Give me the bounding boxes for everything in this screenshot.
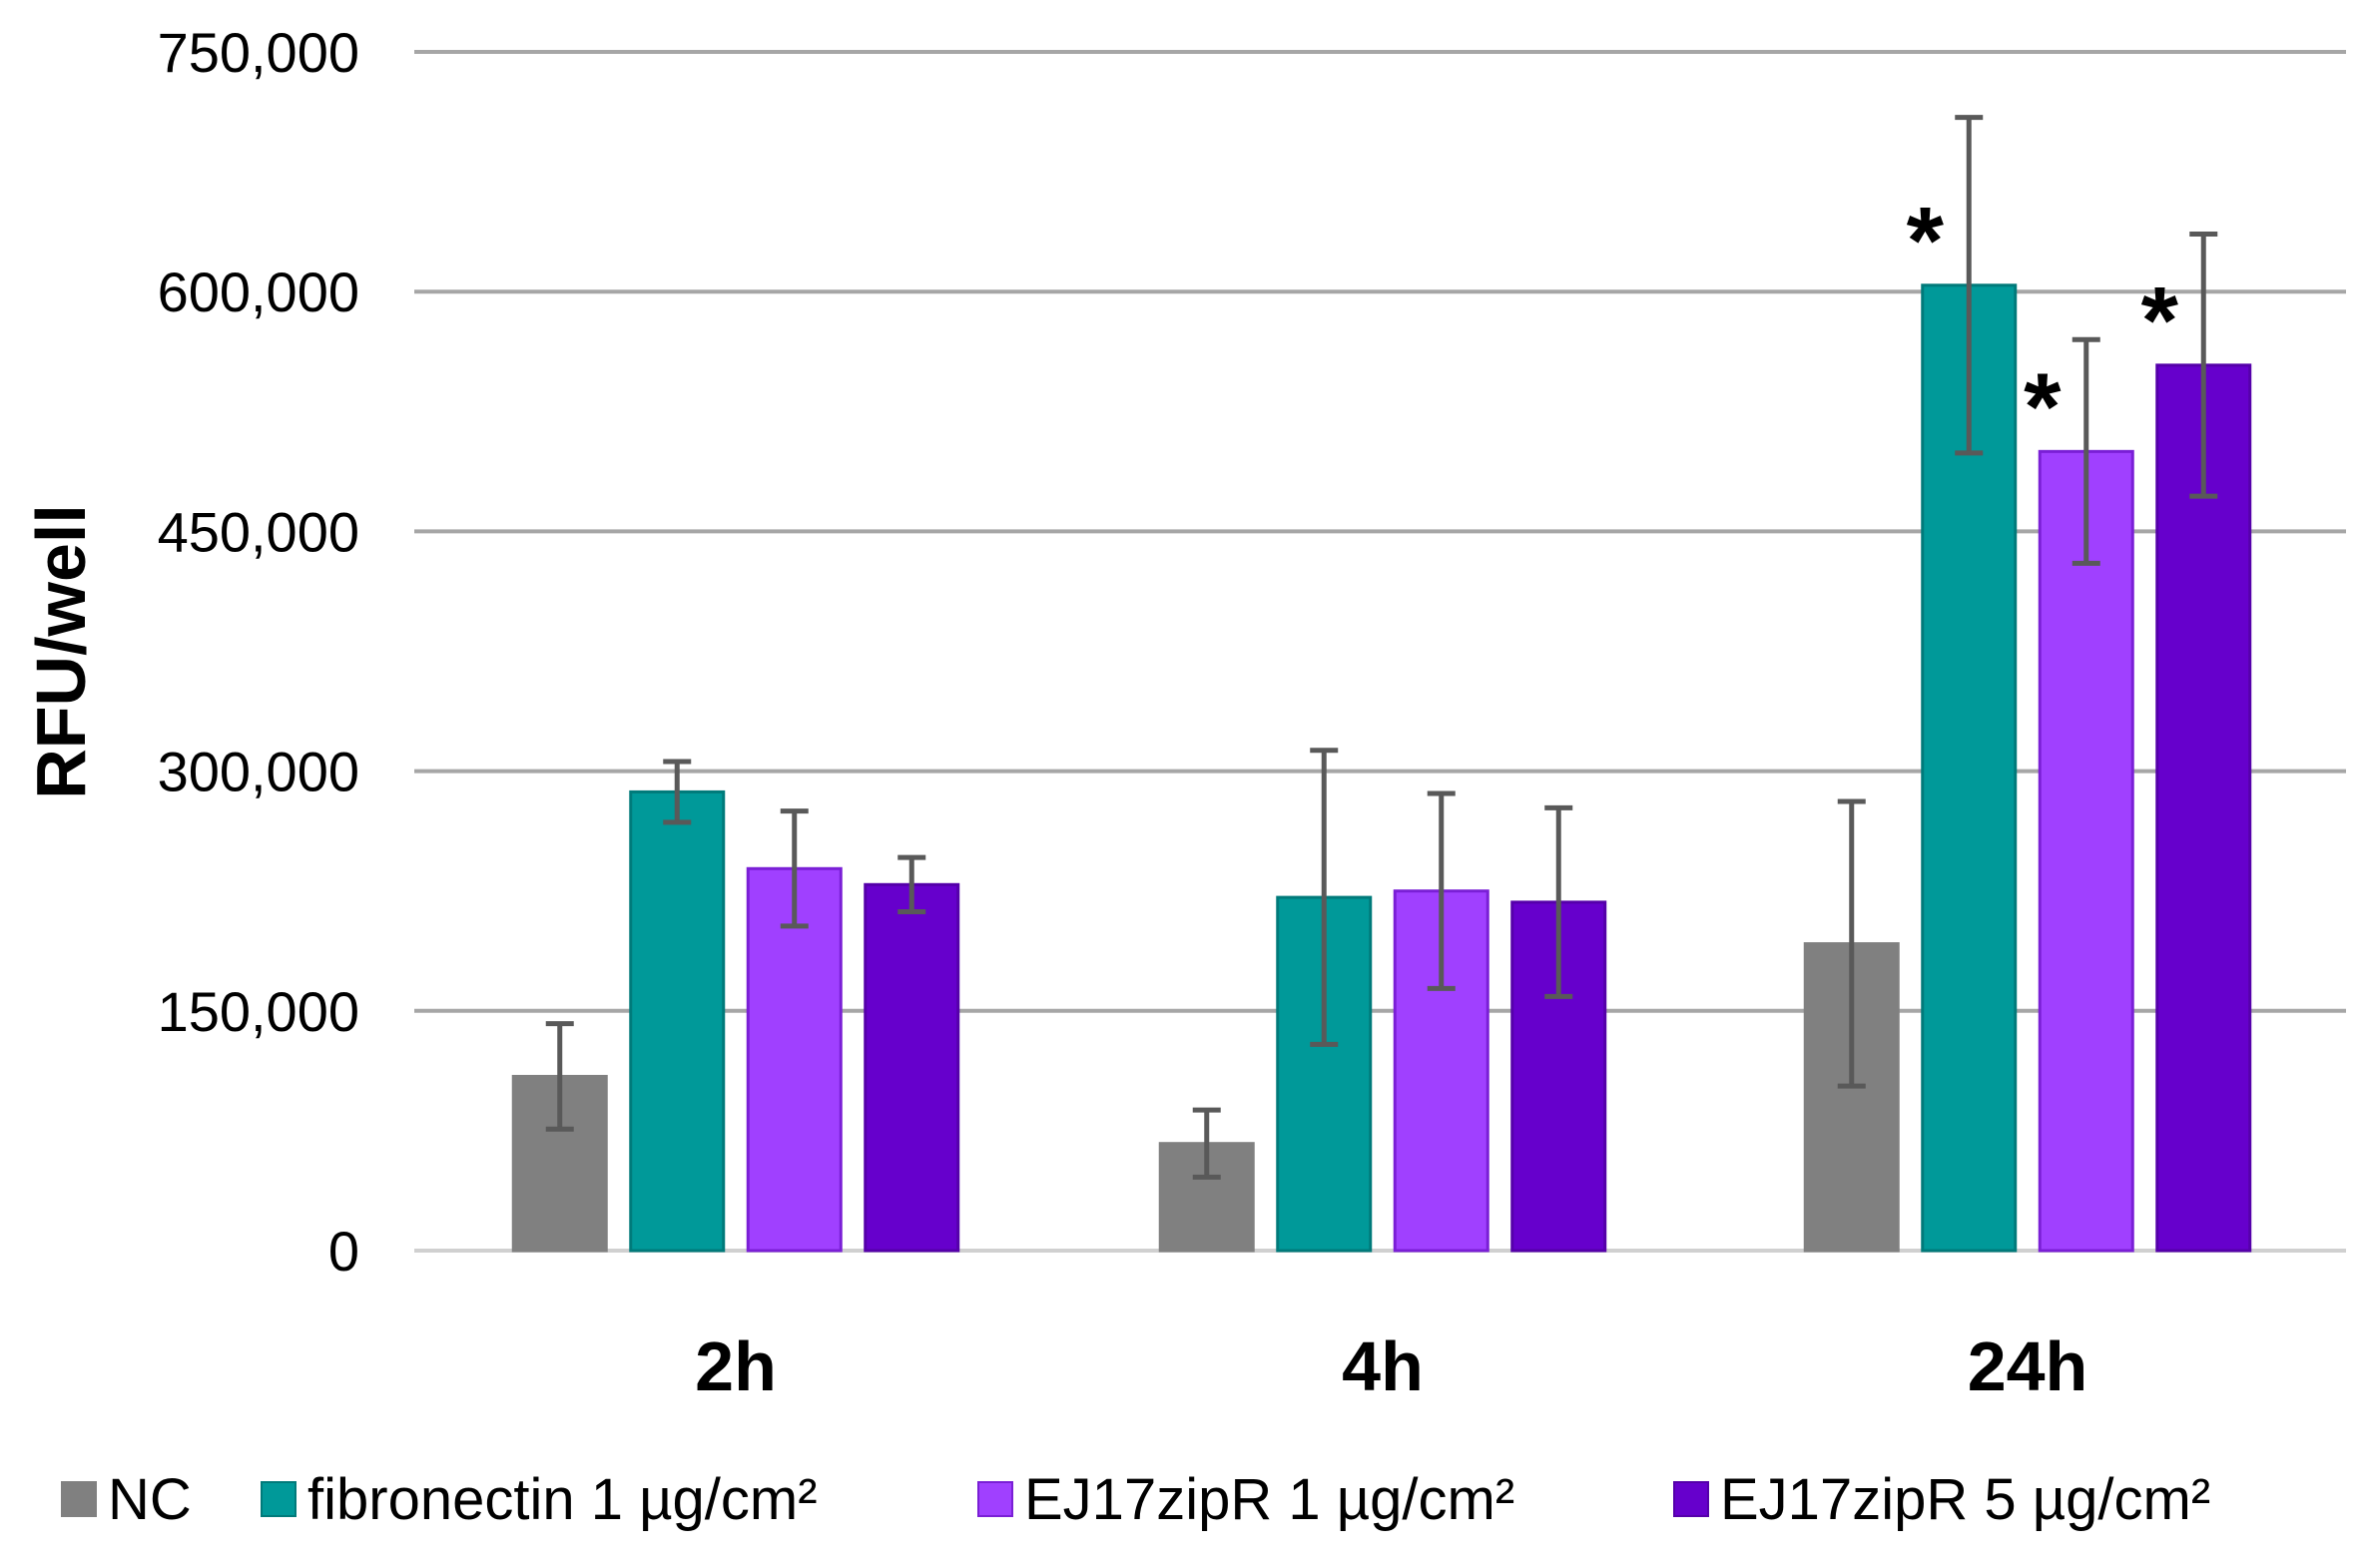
error-bar	[1837, 798, 1866, 1089]
error-bar	[1955, 115, 1984, 456]
legend-item: NC	[61, 1467, 192, 1532]
legend-item: EJ17zipR 1 µg/cm²	[977, 1467, 1514, 1532]
y-tick-label: 300,000	[158, 741, 359, 803]
legend-swatch	[1673, 1481, 1709, 1517]
bar	[864, 882, 960, 1253]
y-tick-label: 750,000	[158, 21, 359, 84]
bar	[2155, 363, 2252, 1253]
error-bar	[1544, 804, 1573, 999]
legend-label: EJ17zipR 1 µg/cm²	[1024, 1467, 1514, 1532]
legend-label: EJ17zipR 5 µg/cm²	[1720, 1467, 2210, 1532]
bar	[629, 789, 726, 1253]
error-bar	[897, 854, 926, 915]
error-bar	[545, 1021, 574, 1132]
significance-star: *	[2024, 353, 2062, 460]
error-bar	[780, 808, 809, 929]
legend-swatch	[61, 1481, 97, 1517]
y-tick-label: 0	[328, 1220, 359, 1283]
error-bar	[1310, 748, 1339, 1047]
error-bars	[545, 115, 2218, 1180]
legend: NC fibronectin 1 µg/cm² EJ17zipR 1 µg/cm² E…	[61, 1467, 2210, 1532]
legend-item: EJ17zipR 5 µg/cm²	[1673, 1467, 2210, 1532]
legend-label: NC	[108, 1467, 192, 1532]
legend-swatch	[261, 1481, 296, 1517]
y-axis-ticks: 0 150,000 300,000 450,000 600,000 750,000	[158, 21, 359, 1283]
x-category-label: 4h	[1342, 1327, 1424, 1405]
bar	[746, 866, 843, 1253]
legend-item: fibronectin 1 µg/cm²	[261, 1467, 818, 1532]
y-tick-label: 150,000	[158, 980, 359, 1043]
y-tick-label: 600,000	[158, 261, 359, 323]
gridlines	[414, 50, 2346, 1253]
x-category-label: 2h	[695, 1327, 777, 1405]
error-bar	[1192, 1107, 1221, 1180]
y-tick-label: 450,000	[158, 500, 359, 563]
significance-star: *	[1907, 188, 1945, 294]
error-bar	[1427, 790, 1456, 991]
y-axis-label: RFU/well	[22, 504, 100, 799]
significance-star: *	[2141, 267, 2179, 374]
legend-swatch	[977, 1481, 1013, 1517]
x-axis-categories: 2h 4h 24h	[695, 1327, 2087, 1405]
error-bar	[2189, 232, 2218, 499]
significance-markers: * * *	[1907, 188, 2179, 461]
error-bar	[2072, 336, 2100, 566]
error-bar	[663, 759, 692, 825]
bar	[2038, 449, 2134, 1253]
legend-label: fibronectin 1 µg/cm²	[307, 1467, 818, 1532]
x-category-label: 24h	[1968, 1327, 2088, 1405]
bars	[511, 283, 2252, 1253]
